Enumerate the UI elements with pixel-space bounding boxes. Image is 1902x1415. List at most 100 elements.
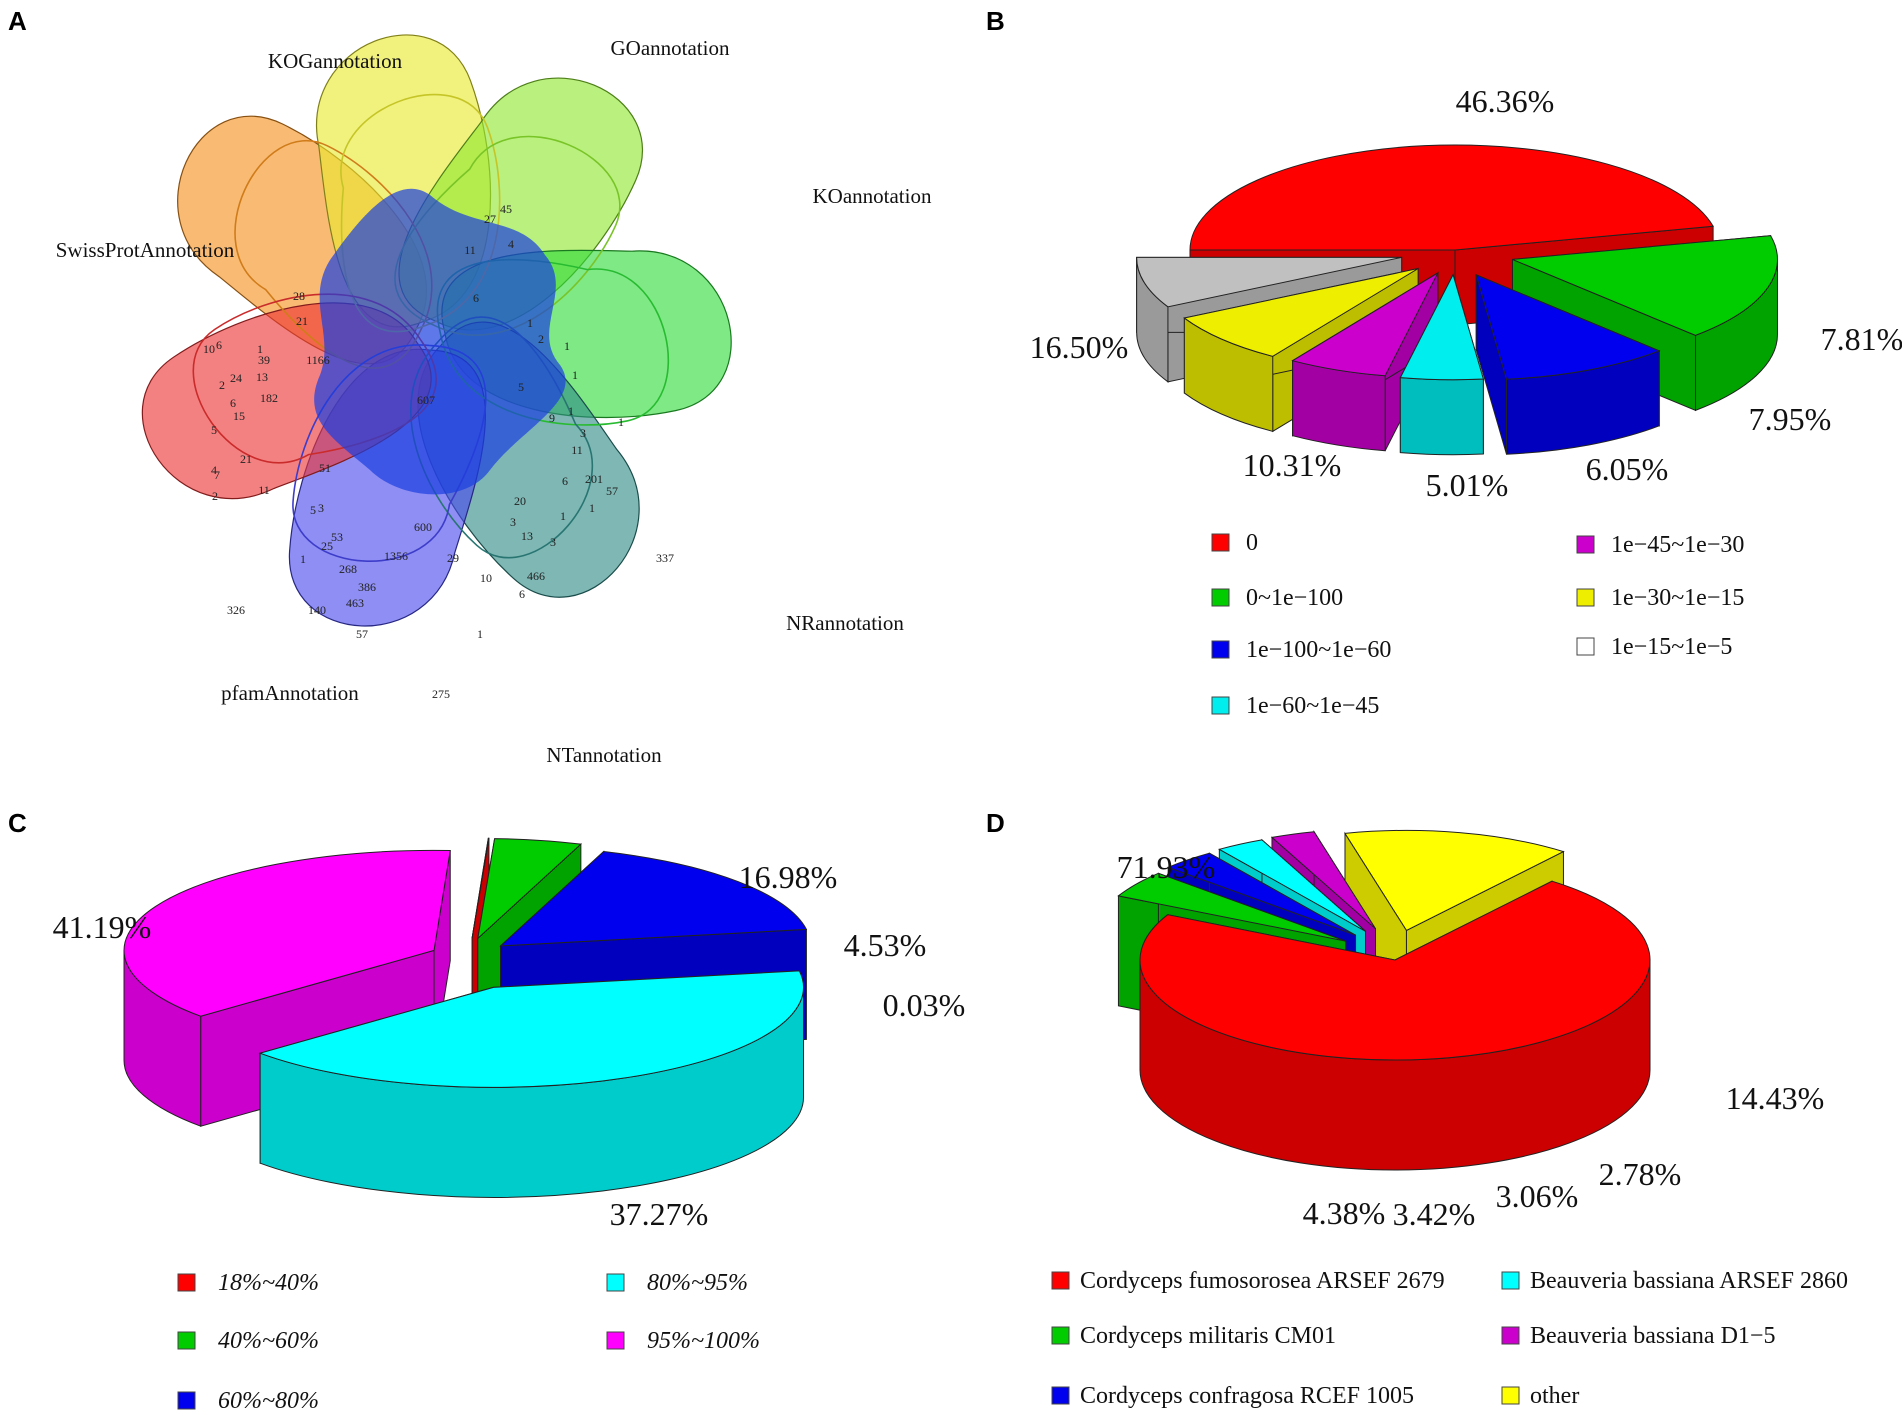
venn-region-value: 386 xyxy=(358,580,376,594)
venn-region-value: 57 xyxy=(356,627,368,641)
venn-region-value: 5 xyxy=(211,423,217,437)
venn-region-value: 21 xyxy=(240,452,252,466)
legend-label-0-1e-100: 0~1e−100 xyxy=(1246,585,1343,611)
venn-region-value: 10 xyxy=(203,342,215,356)
panel-label-a: A xyxy=(8,6,27,36)
legend-swatch xyxy=(1501,1386,1520,1405)
legend-swatch xyxy=(1051,1386,1070,1405)
venn-region-value: 1 xyxy=(257,342,263,356)
legend-swatch xyxy=(1051,1326,1070,1345)
legend-label-beauveria-bassiana-d1-5: Beauveria bassiana D1−5 xyxy=(1530,1323,1775,1349)
pie-value-label: 3.42% xyxy=(1393,1196,1476,1232)
panel-label-b: B xyxy=(986,6,1005,36)
venn-region-value: 1166 xyxy=(306,353,330,367)
venn-label-pfamannotation: pfamAnnotation xyxy=(221,681,359,705)
venn-label-ntannotation: NTannotation xyxy=(546,743,662,767)
pie-panel-d: 71.93% 4.38% 3.42% 3.06% 2.78% 14.43% Cordycep… xyxy=(1051,829,1848,1409)
legend-swatch xyxy=(177,1391,196,1410)
venn-region-value: 1 xyxy=(477,627,483,641)
venn-region-value: 2 xyxy=(538,332,544,346)
pie-value-label: 5.01% xyxy=(1426,467,1509,503)
venn-region-value: 201 xyxy=(585,472,603,486)
venn-region-value: 7 xyxy=(214,468,220,482)
venn-region-value: 1 xyxy=(572,368,578,382)
venn-region-value: 5 xyxy=(310,503,316,517)
pie-slice-1e-60-1e-45 xyxy=(1399,273,1485,456)
venn-region-value: 6 xyxy=(519,587,525,601)
venn-label-kogannotation: KOGannotation xyxy=(268,49,403,73)
venn-region-value: 1 xyxy=(527,316,533,330)
venn-region-value: 11 xyxy=(571,443,583,457)
venn-region-value: 2 xyxy=(212,489,218,503)
venn-region-value: 6 xyxy=(473,291,479,305)
legend-swatch xyxy=(1211,640,1230,659)
venn-region-value: 4 xyxy=(211,463,217,477)
legend-label-95-100: 95%~100% xyxy=(647,1328,760,1354)
legend-label-0: 0 xyxy=(1246,530,1258,556)
venn-region-value: 25 xyxy=(321,539,333,553)
venn-region-value: 463 xyxy=(346,596,364,610)
venn-region-value: 3 xyxy=(580,426,586,440)
venn-label-swissprotannotation: SwissProtAnnotation xyxy=(56,238,235,262)
legend-label-beauveria-bassiana-arsef-2860: Beauveria bassiana ARSEF 2860 xyxy=(1530,1268,1848,1294)
legend-label-cordyceps-militaris-cm01: Cordyceps militaris CM01 xyxy=(1080,1323,1336,1349)
pie-value-label: 46.36% xyxy=(1456,83,1555,119)
venn-region-value: 28 xyxy=(293,289,305,303)
legend-label-80-95: 80%~95% xyxy=(647,1270,748,1296)
legend-label-cordyceps-confragosa-rcef-1005: Cordyceps confragosa RCEF 1005 xyxy=(1080,1383,1414,1409)
venn-region-value: 1356 xyxy=(384,549,408,563)
venn-region-value: 1 xyxy=(564,339,570,353)
legend-label-cordyceps-fumosorosea-arsef-2679: Cordyceps fumosorosea ARSEF 2679 xyxy=(1080,1268,1445,1294)
venn-region-value: 2 xyxy=(219,378,225,392)
venn-region-value: 140 xyxy=(308,603,326,617)
pie-value-label: 3.06% xyxy=(1496,1178,1579,1214)
pie-value-label: 7.81% xyxy=(1821,321,1902,357)
venn-region-value: 5 xyxy=(518,380,524,394)
venn-outlines xyxy=(192,93,670,562)
venn-region-value: 9 xyxy=(549,411,555,425)
venn-region-value: 600 xyxy=(414,520,432,534)
venn-region-value: 268 xyxy=(339,562,357,576)
venn-region-value: 337 xyxy=(656,551,674,565)
pie-value-label: 41.19% xyxy=(53,909,152,945)
legend-label-18-40: 18%~40% xyxy=(218,1270,319,1296)
pie-slice-80-95 xyxy=(258,970,805,1198)
venn-region-value: 1 xyxy=(568,404,574,418)
legend-label-1e-30-1e-15: 1e−30~1e−15 xyxy=(1611,585,1744,611)
venn-region-value: 11 xyxy=(464,243,476,257)
venn-region-value: 13 xyxy=(521,529,533,543)
legend-swatch xyxy=(1211,533,1230,552)
venn-region-value: 3 xyxy=(550,535,556,549)
legend-label-other: other xyxy=(1530,1383,1579,1409)
venn-region-value: 53 xyxy=(331,530,343,544)
venn-region-value: 6 xyxy=(230,396,236,410)
venn-region-value: 10 xyxy=(480,571,492,585)
pie-value-label: 14.43% xyxy=(1726,1080,1825,1116)
venn-region-value: 3 xyxy=(510,515,516,529)
venn-region-value: 57 xyxy=(606,484,618,498)
venn-core xyxy=(314,188,566,495)
venn-region-value: 6 xyxy=(216,338,222,352)
venn-region-value: 326 xyxy=(227,603,245,617)
venn-region-value: 24 xyxy=(230,371,242,385)
venn-region-value: 4 xyxy=(508,237,514,251)
venn-core-value: 607 xyxy=(417,393,435,407)
venn-label-koannotation: KOannotation xyxy=(813,184,932,208)
venn-region-value: 275 xyxy=(432,687,450,701)
venn-region-value: 11 xyxy=(258,483,270,497)
panel-label-d: D xyxy=(986,808,1005,838)
pie-value-label: 37.27% xyxy=(610,1196,709,1232)
legend-swatch xyxy=(1576,637,1595,656)
venn-region-value: 15 xyxy=(233,409,245,423)
legend-label-40-60: 40%~60% xyxy=(218,1328,319,1354)
legend-label-1e-100-1e-60: 1e−100~1e−60 xyxy=(1246,637,1391,663)
pie-value-label: 10.31% xyxy=(1243,447,1342,483)
venn-region-value: 1 xyxy=(300,552,306,566)
pie-value-label: 0.03% xyxy=(883,987,966,1023)
pie-panel-b: 46.36% 16.50% 10.31% 5.01% 6.05% 7.95% 7.81% 0 0… xyxy=(1030,83,1902,719)
legend-swatch xyxy=(177,1331,196,1350)
venn-region-value: 1 xyxy=(589,501,595,515)
